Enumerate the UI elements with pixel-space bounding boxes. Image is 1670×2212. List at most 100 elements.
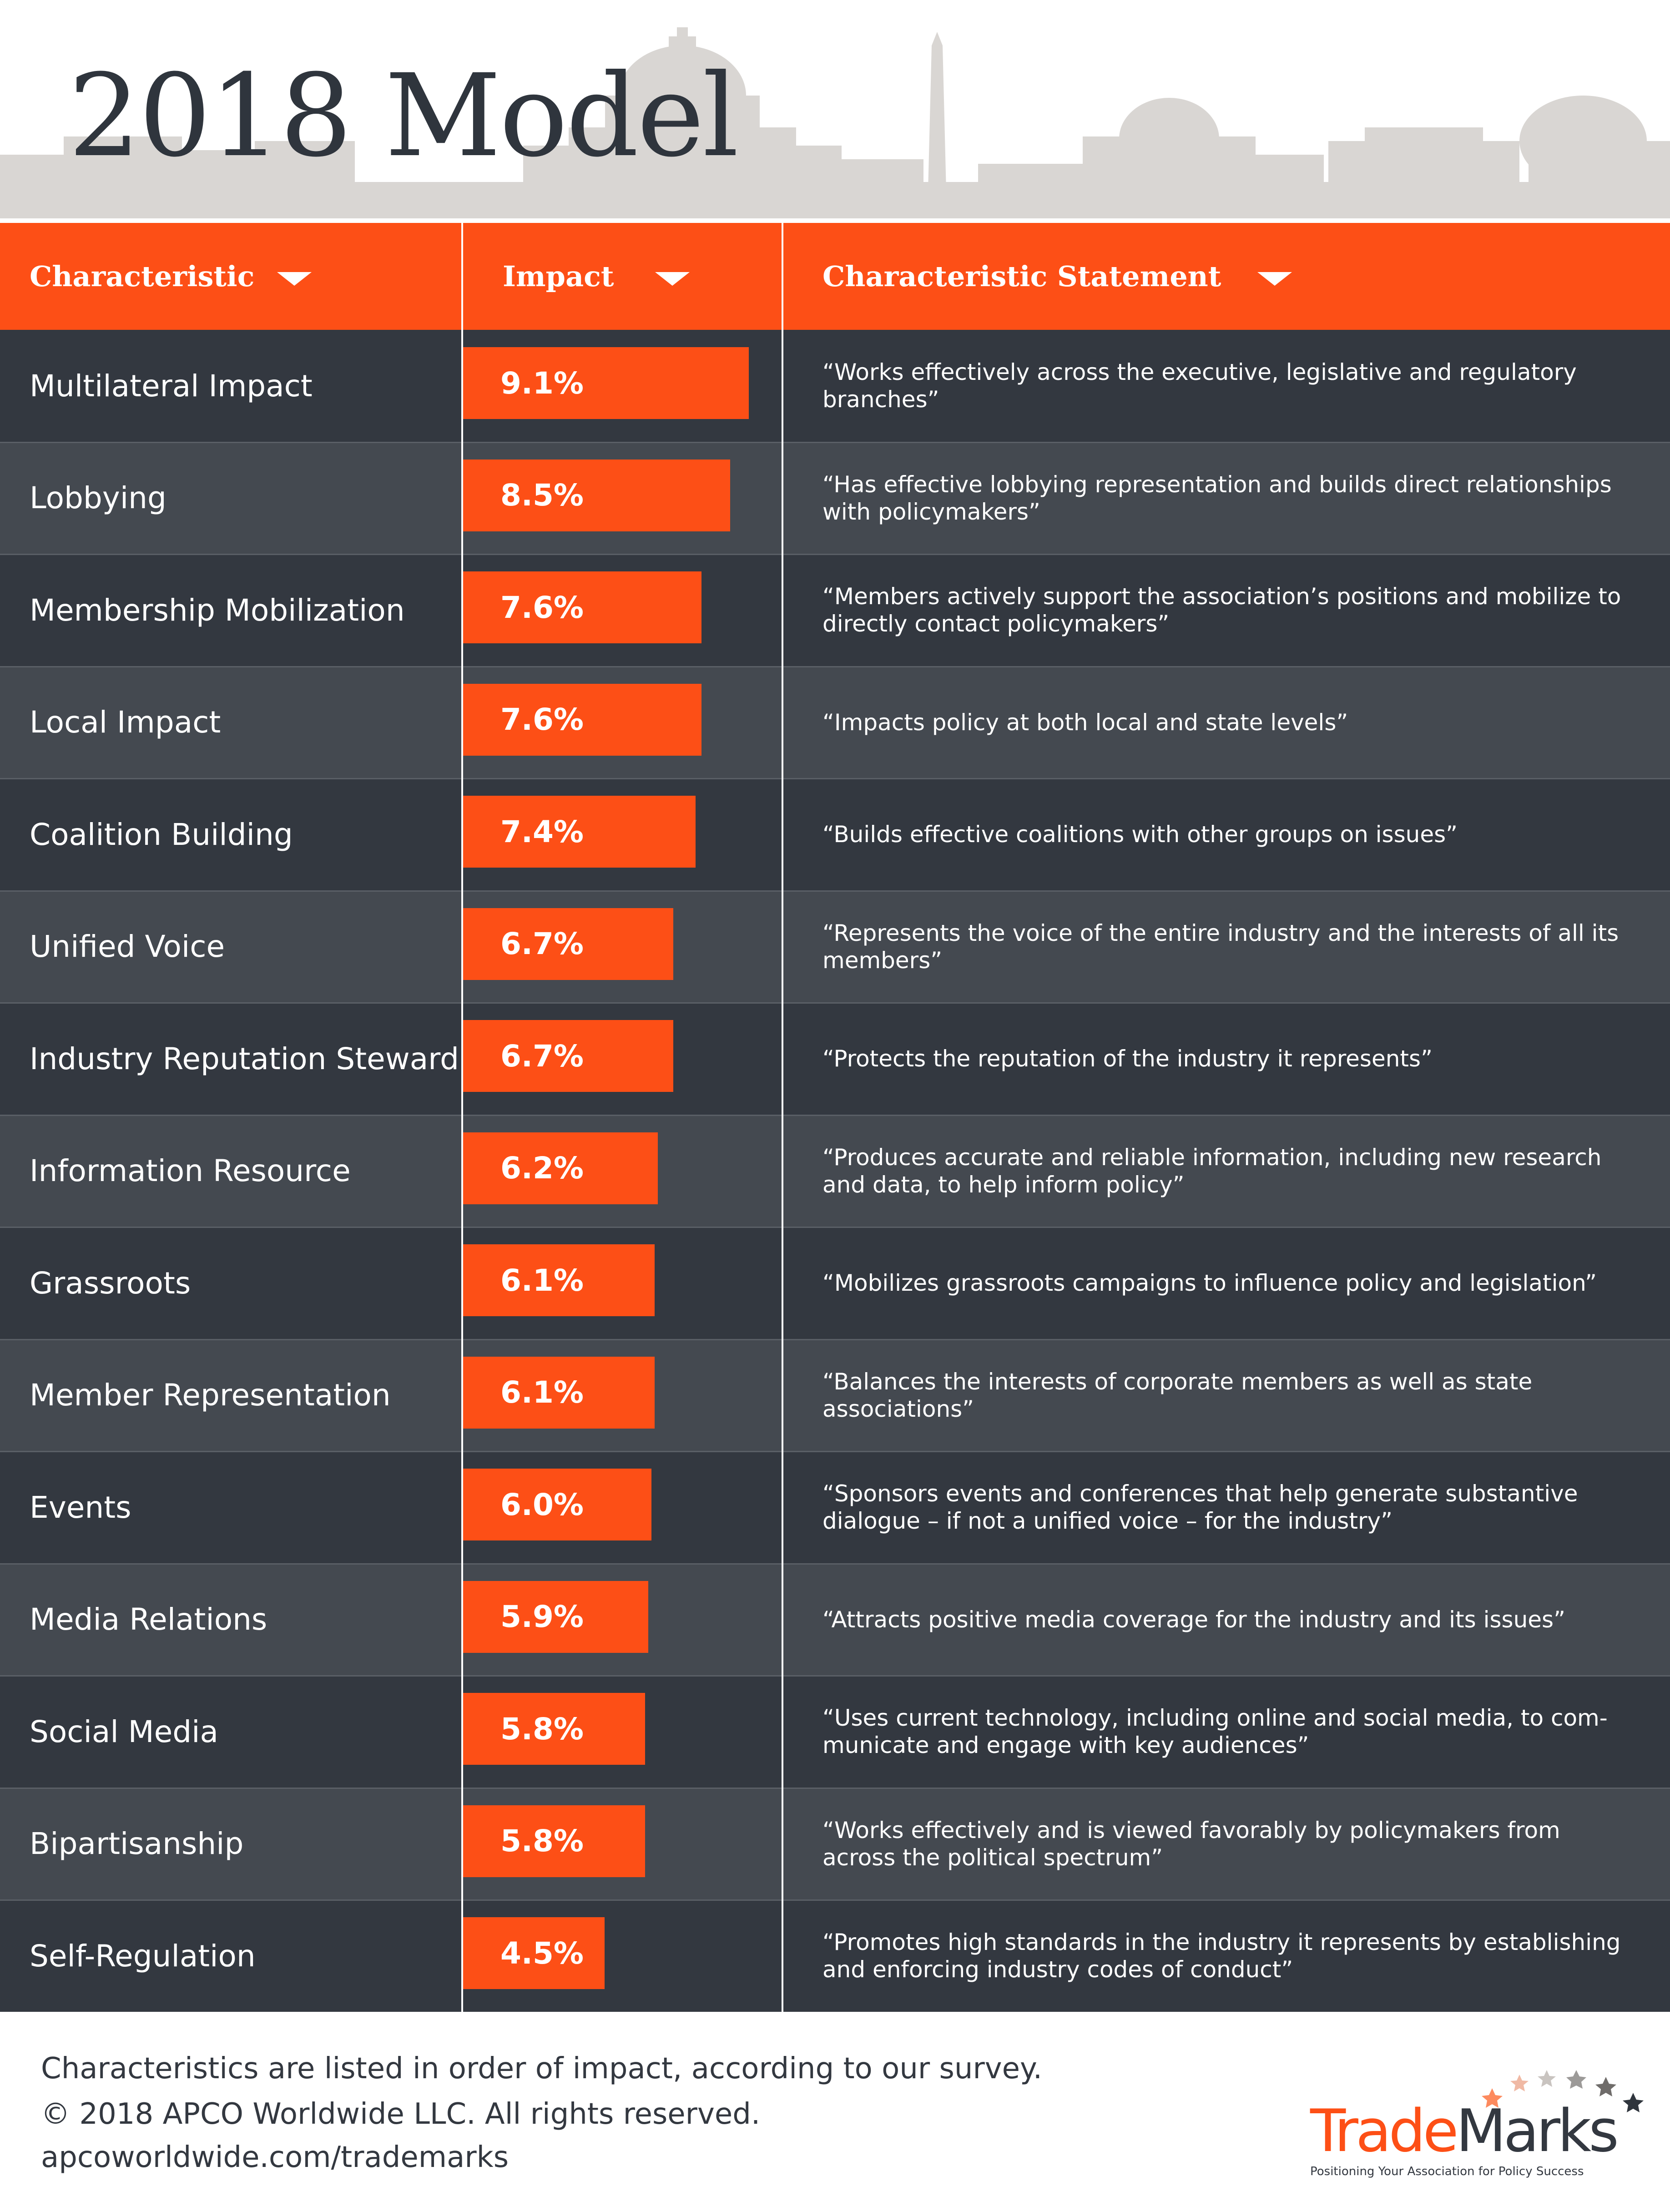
characteristic-name: Self-Regulation <box>30 1938 256 1974</box>
table-row: Information Resource 6.2% “Produces accura… <box>0 1115 1670 1227</box>
table-row: Social Media 5.8% “Uses current technology… <box>0 1676 1670 1788</box>
impact-value-label: 6.1% <box>500 1375 584 1410</box>
characteristic-statement: “Works effectively across the executive,… <box>822 359 1577 413</box>
table-row: Media Relations 5.9% “Attracts positive me… <box>0 1563 1670 1676</box>
table-row: Multilateral Impact 9.1% “Works effectivel… <box>0 330 1670 442</box>
impact-bar <box>463 1581 649 1653</box>
characteristic-name: Member Representation <box>30 1378 391 1413</box>
row-divider <box>0 1227 1670 1228</box>
impact-value-label: 5.8% <box>500 1711 584 1747</box>
impact-value-label: 6.2% <box>500 1151 584 1186</box>
footer-copyright: © 2018 APCO Worldwide LLC. All rights re… <box>41 2097 761 2131</box>
row-divider <box>0 666 1670 667</box>
impact-bar <box>463 571 702 643</box>
table-row: Events 6.0% “Sponsors events and conferenc… <box>0 1451 1670 1563</box>
impact-value-label: 6.7% <box>500 1038 584 1074</box>
characteristic-name: Information Resource <box>30 1153 351 1188</box>
impact-value-label: 6.0% <box>500 1487 584 1522</box>
characteristic-name: Lobbying <box>30 480 166 515</box>
characteristic-statement: “Protects the reputation of the industry… <box>822 1045 1433 1072</box>
sort-caret-icon[interactable] <box>277 272 312 286</box>
table-row: Member Representation 6.1% “Balances the i… <box>0 1339 1670 1451</box>
impact-value-label: 6.1% <box>500 1263 584 1298</box>
characteristic-name: Coalition Building <box>30 817 293 852</box>
impact-value-label: 7.6% <box>500 702 584 737</box>
impact-value-label: 7.6% <box>500 590 584 625</box>
header-characteristic-label: Characteristic <box>30 260 255 293</box>
impact-value-label: 8.5% <box>500 478 584 513</box>
characteristic-statement: “Balances the interests of corporate mem… <box>822 1368 1533 1422</box>
impact-value-label: 6.7% <box>500 926 584 961</box>
table-row: Industry Reputation Steward 6.7% “Protects… <box>0 1003 1670 1115</box>
logo-word-trade: Trade <box>1310 2097 1458 2165</box>
characteristic-statement: “Builds effective coalitions with other … <box>822 821 1458 848</box>
impact-bar <box>463 1917 605 1989</box>
characteristic-statement: “Impacts policy at both local and state … <box>822 709 1348 736</box>
impact-bar <box>463 796 696 868</box>
logo-word-marks: Marks <box>1456 2097 1619 2165</box>
table-header: Characteristic Impact Characteristic Sta… <box>0 223 1670 330</box>
table-row: Grassroots 6.1% “Mobilizes grassroots camp… <box>0 1227 1670 1339</box>
impact-bar <box>463 1020 674 1092</box>
row-divider <box>0 890 1670 892</box>
sort-caret-icon[interactable] <box>655 272 690 286</box>
logo-wordmark: TradeMarks <box>1310 2097 1619 2165</box>
impact-bar <box>463 1132 658 1204</box>
footer-link[interactable]: apcoworldwide.com/trademarks <box>41 2141 509 2174</box>
characteristic-statement: “Sponsors events and conferences that he… <box>822 1480 1578 1534</box>
header-characteristic[interactable]: Characteristic <box>30 223 312 330</box>
characteristic-name: Social Media <box>30 1714 218 1749</box>
column-divider <box>782 223 783 2012</box>
characteristic-statement: “Members actively support the associatio… <box>822 583 1621 637</box>
header-impact[interactable]: Impact <box>503 223 690 330</box>
characteristic-statement: “Represents the voice of the entire indu… <box>822 919 1619 974</box>
table-row: Lobbying 8.5% “Has effective lobbying repr… <box>0 442 1670 554</box>
impact-value-label: 7.4% <box>500 814 584 849</box>
impact-bar <box>463 1356 655 1429</box>
characteristic-name: Bipartisanship <box>30 1826 244 1861</box>
trademarks-logo: TradeMarks Positioning Your Association … <box>1310 2002 1656 2184</box>
row-divider <box>0 778 1670 779</box>
table-row: Unified Voice 6.7% “Represents the voice o… <box>0 890 1670 1003</box>
impact-value-label: 4.5% <box>500 1935 584 1971</box>
impact-bar <box>463 1805 646 1877</box>
header-statement-label: Characteristic Statement <box>822 260 1221 293</box>
characteristic-name: Media Relations <box>30 1602 267 1637</box>
characteristic-statement: “Works effectively and is viewed favorab… <box>822 1817 1560 1871</box>
row-divider <box>0 1002 1670 1004</box>
table-row: Bipartisanship 5.8% “Works effectively and… <box>0 1788 1670 1900</box>
row-divider <box>0 1899 1670 1901</box>
table-row: Self-Regulation 4.5% “Promotes high standa… <box>0 1900 1670 2012</box>
sort-caret-icon[interactable] <box>1257 272 1292 286</box>
characteristic-name: Unified Voice <box>30 929 225 964</box>
impact-value-label: 9.1% <box>500 365 584 401</box>
table-row: Coalition Building 7.4% “Builds effective … <box>0 778 1670 890</box>
impact-value-label: 5.8% <box>500 1823 584 1858</box>
row-divider <box>0 1451 1670 1452</box>
characteristic-name: Industry Reputation Steward <box>30 1041 459 1076</box>
table-row: Membership Mobilization 7.6% “Members acti… <box>0 554 1670 666</box>
footer-note: Characteristics are listed in order of i… <box>41 2052 1043 2086</box>
impact-value-label: 5.9% <box>500 1599 584 1634</box>
table-row: Local Impact 7.6% “Impacts policy at both … <box>0 666 1670 778</box>
characteristic-statement: “Attracts positive media coverage for th… <box>822 1606 1565 1633</box>
characteristic-name: Events <box>30 1490 131 1525</box>
row-divider <box>0 1338 1670 1340</box>
impact-bar <box>463 1693 646 1765</box>
characteristic-statement: “Uses current technology, including onli… <box>822 1705 1608 1758</box>
city-skyline-silhouette <box>0 27 1670 218</box>
star-arc-icon <box>1482 2070 1644 2112</box>
header-impact-label: Impact <box>503 260 614 293</box>
impact-bar <box>463 347 749 419</box>
logo-tagline: Positioning Your Association for Policy … <box>1310 2165 1584 2178</box>
characteristic-statement: “Produces accurate and reliable informat… <box>822 1144 1602 1198</box>
row-divider <box>0 1563 1670 1565</box>
row-divider <box>0 1675 1670 1677</box>
characteristic-statement: “Promotes high standards in the industry… <box>822 1929 1621 1983</box>
page-title: 2018 Model <box>68 50 739 182</box>
characteristic-name: Membership Mobilization <box>30 592 405 628</box>
characteristic-statement: “Mobilizes grassroots campaigns to influ… <box>822 1270 1597 1296</box>
header-statement[interactable]: Characteristic Statement <box>822 223 1292 330</box>
impact-bar <box>463 1244 655 1316</box>
row-divider <box>0 554 1670 555</box>
